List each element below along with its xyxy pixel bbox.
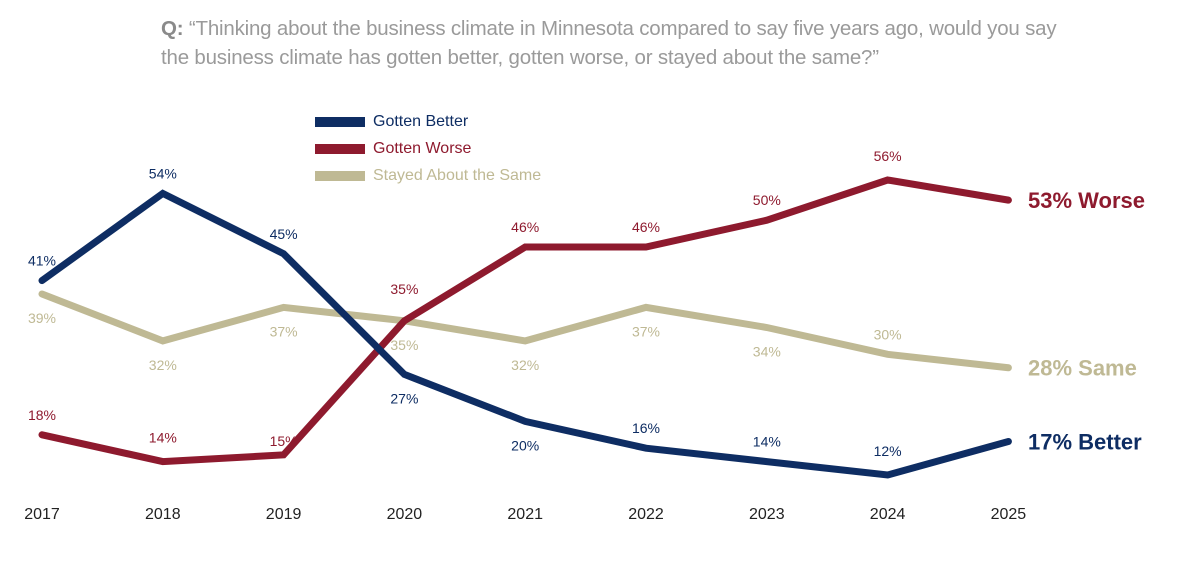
legend-swatch-same [315, 170, 365, 181]
data-label-worse-2023: 50% [753, 192, 781, 208]
x-tick-label-2018: 2018 [145, 506, 181, 523]
data-label-worse-2017: 18% [28, 407, 56, 423]
data-label-worse-2018: 14% [149, 430, 177, 446]
data-label-better-2023: 14% [753, 434, 781, 450]
question-prefix: Q: [161, 17, 184, 40]
x-tick-label-2017: 2017 [24, 506, 60, 523]
data-label-better-2021: 20% [511, 437, 539, 453]
data-label-better-2019: 45% [270, 226, 298, 242]
x-tick-label-2025: 2025 [991, 506, 1027, 523]
x-tick-label-2023: 2023 [749, 506, 785, 523]
x-tick-label-2024: 2024 [870, 506, 906, 523]
data-label-same-2024: 30% [874, 326, 902, 342]
legend-item-same: Stayed About the Same [315, 162, 541, 189]
legend-label-worse: Gotten Worse [373, 139, 472, 157]
data-label-better-2020: 27% [390, 390, 418, 406]
series-line-worse [38, 176, 1012, 466]
data-label-worse-2020: 35% [390, 281, 418, 297]
data-label-same-2022: 37% [632, 323, 660, 339]
legend-swatch-worse [315, 143, 365, 154]
end-label-same: 28% Same [1028, 356, 1137, 381]
legend-item-better: Gotten Better [315, 108, 541, 135]
data-label-worse-2019: 15% [270, 433, 298, 449]
data-label-better-2024: 12% [874, 443, 902, 459]
data-label-better-2022: 16% [632, 420, 660, 436]
legend-label-same: Stayed About the Same [373, 166, 542, 184]
series-line-better [38, 189, 1012, 479]
data-label-better-2017: 41% [28, 253, 56, 269]
data-label-worse-2024: 56% [874, 148, 902, 164]
x-tick-label-2019: 2019 [266, 506, 302, 523]
x-tick-label-2020: 2020 [387, 506, 423, 523]
legend-label-better: Gotten Better [373, 112, 469, 130]
x-tick-label-2021: 2021 [507, 506, 543, 523]
legend: Gotten Better Gotten Worse Stayed About … [315, 108, 541, 189]
end-label-better: 17% Better [1028, 429, 1142, 454]
series-line-same [38, 290, 1012, 372]
x-tick-label-2022: 2022 [628, 506, 664, 523]
question-text: Q: “Thinking about the business climate … [161, 14, 1081, 72]
legend-item-worse: Gotten Worse [315, 135, 541, 162]
data-label-same-2019: 37% [270, 323, 298, 339]
legend-swatch-better [315, 116, 365, 127]
data-label-same-2020: 35% [390, 337, 418, 353]
question-body: “Thinking about the business climate in … [161, 17, 1057, 69]
data-label-same-2017: 39% [28, 310, 56, 326]
data-label-same-2018: 32% [149, 357, 177, 373]
data-label-worse-2021: 46% [511, 219, 539, 235]
data-label-same-2021: 32% [511, 357, 539, 373]
data-label-better-2018: 54% [149, 165, 177, 181]
end-label-worse: 53% Worse [1028, 188, 1145, 213]
data-label-worse-2022: 46% [632, 219, 660, 235]
data-label-same-2023: 34% [753, 344, 781, 360]
